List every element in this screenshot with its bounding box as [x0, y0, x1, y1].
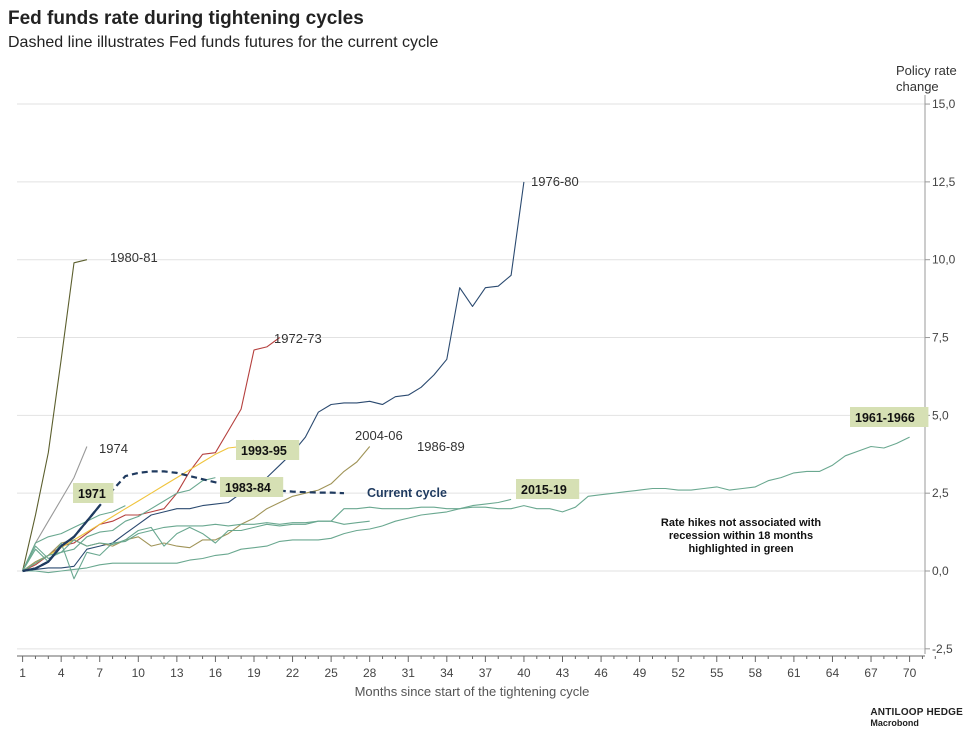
x-tick-label: 10 [132, 666, 146, 680]
x-tick-label: 70 [903, 666, 917, 680]
series-line-1971 [22, 505, 126, 572]
series-label-current-cycle: Current cycle [367, 486, 447, 500]
brand-source: Macrobond [870, 718, 919, 728]
x-tick-label: 1 [19, 666, 26, 680]
x-tick-label: 7 [96, 666, 103, 680]
x-tick-label: 28 [363, 666, 377, 680]
note-line: Rate hikes not associated with [661, 517, 821, 529]
series-label-1993-95-bg [236, 440, 300, 460]
x-tick-label: 67 [864, 666, 878, 680]
series-line-1986-89 [22, 446, 371, 572]
x-axis-label: Months since start of the tightening cyc… [354, 684, 590, 699]
y-axis-label: Policy rate change [896, 63, 957, 95]
y-tick-label: 2,5 [932, 486, 949, 500]
x-tick-label: 52 [672, 666, 686, 680]
series-line-current-cycle [22, 470, 345, 573]
series-label-1980-81: 1980-81 [110, 250, 158, 265]
y-tick-label: 0,0 [932, 564, 949, 578]
series-line-2015-19 [22, 498, 512, 574]
x-tick-label: 25 [324, 666, 338, 680]
x-tick-label: 31 [402, 666, 416, 680]
series-line-1976-80 [22, 181, 525, 572]
note-line: highlighted in green [688, 543, 793, 555]
series-label-1961-1966: 1961-1966 [855, 411, 915, 425]
y-tick-label: 15,0 [932, 97, 956, 111]
series-label-1961-1966-bg [850, 407, 929, 427]
series-line-1961-1966 [22, 436, 910, 580]
x-tick-label: 64 [826, 666, 840, 680]
series-label-2004-06: 2004-06 [355, 428, 403, 443]
x-tick-label: 4 [58, 666, 65, 680]
series-line-1983-84 [22, 520, 370, 572]
x-tick-label: 22 [286, 666, 300, 680]
y-tick-label: 10,0 [932, 253, 956, 267]
series-line-current-cycle-realized [22, 504, 101, 573]
chart-subtitle: Dashed line illustrates Fed funds future… [8, 34, 439, 51]
brand-name: ANTILOOP HEDGE [870, 707, 963, 718]
series-label-2015-19-bg [516, 479, 580, 499]
note-line: recession within 18 months [669, 530, 813, 542]
x-tick-label: 37 [479, 666, 493, 680]
x-tick-label: 34 [440, 666, 454, 680]
y-tick-label: 7,5 [932, 331, 949, 345]
x-tick-label: 40 [517, 666, 531, 680]
series-label-2015-19: 2015-19 [521, 483, 567, 497]
series-layer [22, 181, 910, 580]
y-axis-label-line-2: change [896, 79, 939, 94]
x-tick-label: 43 [556, 666, 570, 680]
x-tick-label: 13 [170, 666, 184, 680]
y-axis-label-line-1: Policy rate [896, 63, 957, 78]
x-tick-label: 61 [787, 666, 801, 680]
series-label-1971-bg [73, 483, 114, 503]
x-tick-label: 16 [209, 666, 223, 680]
series-label-1983-84: 1983-84 [225, 481, 271, 495]
series-label-1986-89: 1986-89 [417, 439, 465, 454]
series-label-1983-84-bg [220, 477, 284, 497]
series-label-1976-80: 1976-80 [531, 174, 579, 189]
series-label-1971: 1971 [78, 487, 106, 501]
x-tick-label: 58 [749, 666, 763, 680]
x-tick-label: 46 [594, 666, 608, 680]
series-label-1974: 1974 [99, 441, 128, 456]
x-tick-label: 19 [247, 666, 261, 680]
y-tick-label: -2,5 [932, 642, 953, 656]
y-tick-label: 12,5 [932, 175, 956, 189]
chart-title: Fed funds rate during tightening cycles [8, 8, 364, 29]
series-label-1993-95: 1993-95 [241, 444, 287, 458]
series-label-1972-73: 1972-73 [274, 331, 322, 346]
y-tick-label: 5,0 [932, 408, 949, 422]
series-line-1980-81 [22, 259, 88, 572]
x-tick-label: 49 [633, 666, 647, 680]
brand-block: ANTILOOP HEDGE Macrobond [870, 707, 963, 728]
x-tick-label: 55 [710, 666, 724, 680]
